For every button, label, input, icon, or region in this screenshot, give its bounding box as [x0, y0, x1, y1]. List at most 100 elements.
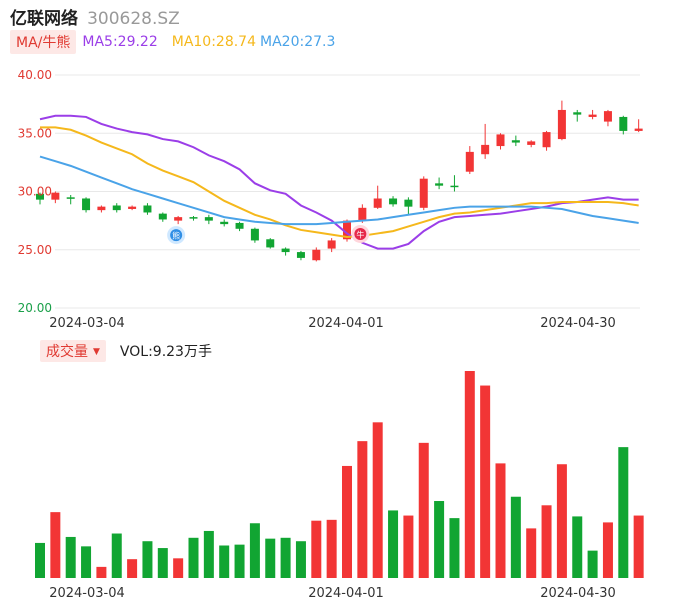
y-tick-label: 25.00	[18, 243, 52, 257]
marker-dot	[170, 229, 183, 242]
y-tick-label: 20.00	[18, 301, 52, 315]
volume-bar	[127, 559, 138, 578]
volume-bar	[618, 447, 629, 578]
candle-body	[327, 240, 336, 249]
volume-bar	[464, 371, 475, 578]
volume-bar	[495, 463, 506, 578]
volume-bar	[65, 536, 76, 578]
ma5-value: MA5:29.22	[82, 34, 158, 50]
candle-body	[511, 140, 520, 143]
candle-body	[312, 249, 321, 261]
candle-body	[204, 217, 213, 221]
candle-body	[373, 198, 382, 208]
x-tick-label: 2024-03-04	[49, 316, 125, 331]
volume-bar	[311, 520, 322, 578]
candle-body	[358, 207, 367, 221]
volume-bar	[372, 422, 383, 578]
y-tick-label: 30.00	[18, 185, 52, 199]
volume-bar	[388, 510, 399, 578]
volume-bar	[35, 542, 45, 578]
candle-body	[634, 128, 643, 131]
candle-body	[527, 141, 536, 145]
candle-body	[450, 185, 459, 188]
volume-bar	[50, 512, 61, 578]
ma-type-selector[interactable]: MA/牛熊	[10, 30, 77, 54]
y-tick-label: 35.00	[18, 126, 52, 140]
candle-body	[250, 228, 259, 241]
volume-x-tick-label: 2024-04-01	[308, 586, 384, 601]
volume-bar	[449, 518, 460, 578]
candle-body	[189, 217, 198, 219]
volume-bar	[480, 385, 491, 578]
candle-body	[465, 151, 474, 172]
volume-value: VOL:9.23万手	[119, 344, 212, 360]
candle-body	[419, 178, 428, 208]
candle-body	[573, 112, 582, 115]
chevron-down-icon: ▼	[93, 347, 100, 357]
candle-body	[296, 252, 305, 258]
candle-body	[158, 213, 167, 220]
candle-body	[112, 205, 121, 211]
volume-bar	[173, 558, 184, 578]
stock-code: 300628.SZ	[87, 9, 180, 29]
volume-bar	[249, 523, 260, 578]
candle-body	[66, 197, 75, 199]
volume-bar	[587, 550, 598, 578]
ma20-line	[39, 155, 639, 226]
volume-x-tick-label: 2024-03-04	[49, 586, 125, 601]
volume-bar	[96, 566, 107, 578]
candle-body	[128, 206, 137, 209]
candle-body	[496, 134, 505, 147]
candle-body	[220, 221, 229, 225]
candle-body	[235, 222, 244, 229]
volume-bar	[81, 546, 92, 578]
volume-bar	[326, 519, 337, 578]
price-grid	[55, 74, 640, 309]
stock-header: 亿联网络 300628.SZ	[10, 4, 180, 29]
ma10-value: MA10:28.74	[171, 34, 257, 50]
volume-bar	[434, 501, 445, 578]
candle-body	[266, 239, 275, 248]
volume-legend: 成交量 ▼ VOL:9.23万手	[40, 340, 212, 362]
volume-bar	[510, 496, 521, 578]
volume-bar	[188, 537, 199, 578]
volume-bar	[556, 464, 567, 578]
bull-bear-markers: 熊牛	[167, 224, 370, 245]
candle-body	[481, 144, 490, 155]
volume-bar	[111, 533, 122, 578]
candlestick-series	[36, 100, 643, 262]
volume-bar	[633, 515, 644, 578]
volume-bar	[602, 522, 613, 578]
bull-icon: 牛	[351, 224, 370, 243]
stock-name: 亿联网络	[10, 9, 78, 29]
x-tick-label: 2024-04-01	[308, 316, 384, 331]
candle-body	[588, 114, 597, 117]
volume-bar	[357, 441, 368, 578]
volume-bar	[572, 516, 583, 578]
volume-bar	[418, 442, 429, 578]
marker-dot	[354, 227, 367, 240]
candle-body	[143, 205, 152, 213]
candle-body	[82, 198, 91, 211]
y-tick-label: 40.00	[18, 68, 52, 82]
volume-bar	[342, 465, 352, 578]
ma20-value: MA20:27.3	[260, 34, 336, 50]
volume-bar	[280, 537, 291, 578]
volume-bar	[265, 538, 276, 578]
marker-label: 牛	[356, 229, 364, 239]
candle-body	[51, 192, 60, 200]
volume-bar	[142, 541, 153, 578]
volume-type-selector[interactable]: 成交量 ▼	[40, 340, 106, 362]
candle-body	[389, 198, 398, 205]
candle-body	[36, 193, 44, 200]
ma-legend: MA/牛熊 MA5:29.22 MA10:28.74 MA20:27.3	[10, 30, 335, 54]
volume-bar	[526, 528, 537, 578]
bear-icon: 熊	[167, 226, 186, 245]
volume-bar	[203, 530, 214, 578]
candle-body	[435, 183, 444, 186]
volume-bar	[234, 544, 245, 578]
x-tick-label: 2024-04-30	[540, 316, 616, 331]
candle-body	[281, 248, 290, 253]
